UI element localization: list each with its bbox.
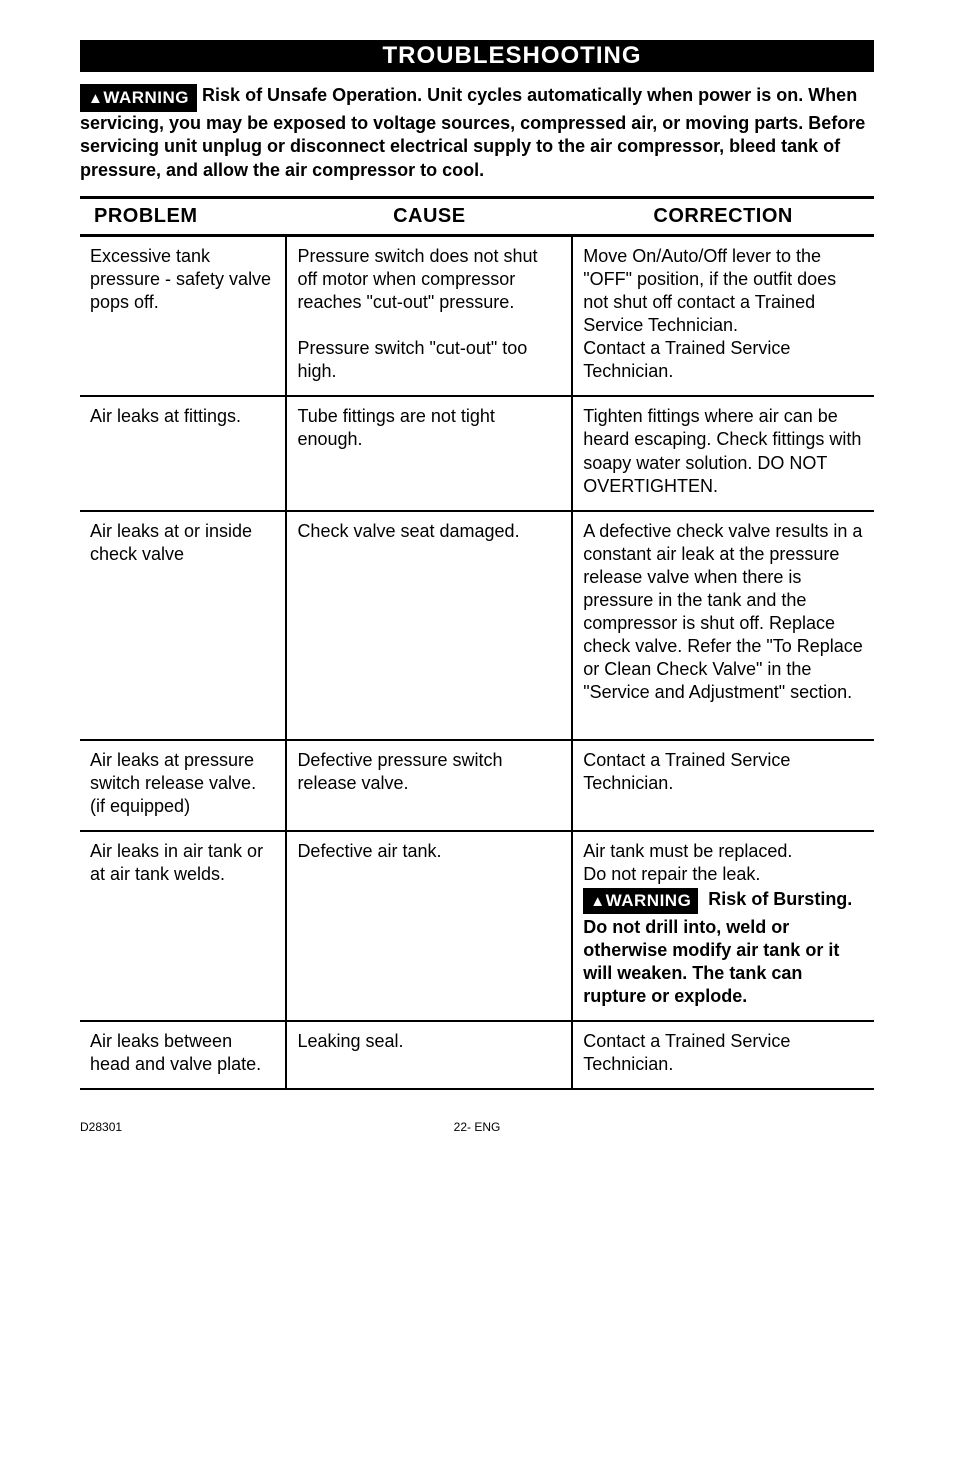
cell-correction: Tighten fittings where air can be heard … [572, 396, 874, 510]
intro-text: Risk of Unsafe Operation. Unit cycles au… [80, 85, 865, 180]
table-row: Air leaks at pressure switch release val… [80, 740, 874, 831]
cell-cause: Leaking seal. [286, 1021, 572, 1089]
cell-problem: Air leaks between head and valve plate. [80, 1021, 286, 1089]
cell-cause: Pressure switch does not shut off motor … [286, 236, 572, 397]
cell-cause: Tube fittings are not tight enough. [286, 396, 572, 510]
title-bar: TROUBLESHOOTING [80, 40, 874, 72]
correction-risk: Risk of Bursting. [708, 888, 852, 911]
header-cause: CAUSE [286, 198, 572, 236]
footer-left: D28301 [80, 1120, 122, 1134]
footer: D28301 22- ENG [80, 1120, 874, 1136]
cell-correction: Move On/Auto/Off lever to the "OFF" posi… [572, 236, 874, 397]
cell-problem: Air leaks at fittings. [80, 396, 286, 510]
header-problem: PROBLEM [80, 198, 286, 236]
cell-correction: Contact a Trained Service Technician. [572, 1021, 874, 1089]
warning-label-text: WARNING [103, 88, 189, 107]
inline-warning-badge: ▲WARNING [583, 888, 698, 914]
page-title: TROUBLESHOOTING [150, 40, 874, 72]
intro-paragraph: ▲WARNING Risk of Unsafe Operation. Unit … [80, 84, 874, 182]
cell-cause: Defective pressure switch release valve. [286, 740, 572, 831]
warning-badge: ▲WARNING [80, 84, 197, 112]
cell-correction: Contact a Trained Service Technician. [572, 740, 874, 831]
cell-correction: Air tank must be replaced. Do not repair… [572, 831, 874, 1021]
table-row: Air leaks at or inside check valveCheck … [80, 511, 874, 740]
troubleshooting-table: PROBLEM CAUSE CORRECTION Excessive tank … [80, 196, 874, 1090]
title-lead-block [80, 40, 150, 72]
correction-pre: Air tank must be replaced. Do not repair… [583, 841, 792, 884]
footer-center: 22- ENG [454, 1120, 501, 1134]
table-row: Excessive tank pressure - safety valve p… [80, 236, 874, 397]
cell-cause: Check valve seat damaged. [286, 511, 572, 740]
cell-problem: Excessive tank pressure - safety valve p… [80, 236, 286, 397]
warning-label-text: WARNING [606, 891, 692, 910]
warning-triangle-icon: ▲ [590, 893, 605, 910]
table-row: Air leaks between head and valve plate.L… [80, 1021, 874, 1089]
cell-problem: Air leaks at pressure switch release val… [80, 740, 286, 831]
header-correction: CORRECTION [572, 198, 874, 236]
cell-cause: Defective air tank. [286, 831, 572, 1021]
table-header-row: PROBLEM CAUSE CORRECTION [80, 198, 874, 236]
correction-post: Do not drill into, weld or otherwise mod… [583, 917, 839, 1006]
cell-correction: A defective check valve results in a con… [572, 511, 874, 740]
table-row: Air leaks in air tank or at air tank wel… [80, 831, 874, 1021]
cell-problem: Air leaks in air tank or at air tank wel… [80, 831, 286, 1021]
warning-triangle-icon: ▲ [88, 90, 103, 107]
cell-problem: Air leaks at or inside check valve [80, 511, 286, 740]
table-row: Air leaks at fittings.Tube fittings are … [80, 396, 874, 510]
